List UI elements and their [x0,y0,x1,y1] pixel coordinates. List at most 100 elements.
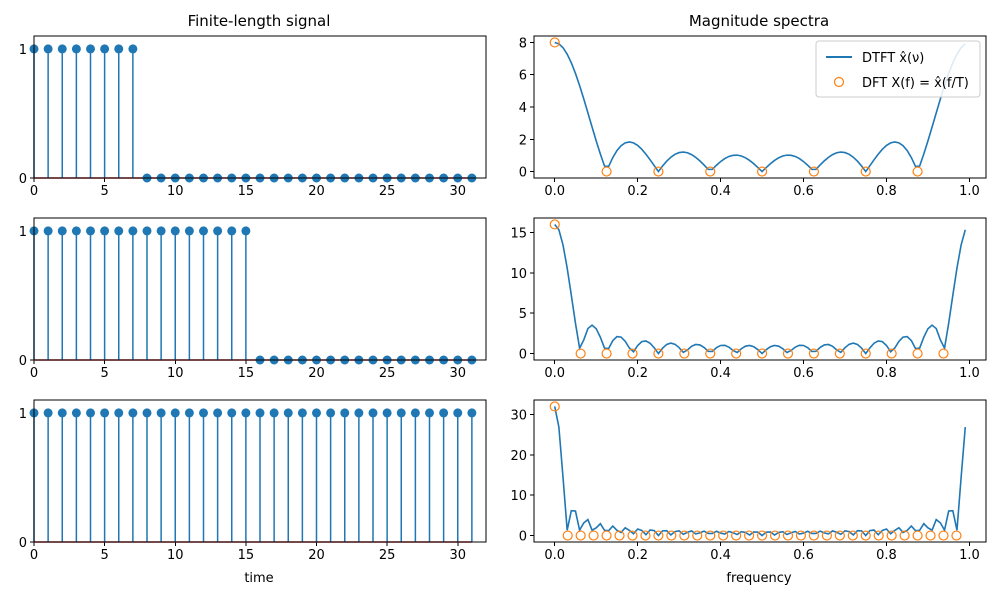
legend-dft-swatch [833,76,845,88]
dft-marker [718,530,729,541]
dft-marker [588,530,599,541]
stem-marker [128,226,138,236]
legend-dtft-label: DTFT x̂(ν) [862,51,924,66]
stem-plot-2: 0 5 10 15 20 25 30 0 1 [19,217,487,381]
stem-marker [43,408,53,418]
dft-marker [860,530,871,541]
dft-marker [679,348,690,359]
dft-marker [795,530,807,541]
dft-marker [860,348,871,359]
stem-1-xtick-label: 10 [167,184,184,199]
spectrum-1-xtick-label: 0.8 [876,184,897,199]
dft-marker [614,530,625,541]
stem-marker [86,408,95,418]
right-column-title: Magnitude spectra [689,12,829,30]
spectrum-1-xtick-label: 0.6 [793,184,814,199]
spectrum-1-ytick-label: 4 [519,101,527,116]
spectrum-2-ytick-label: 15 [510,227,527,242]
spectrum-3-ytick-label: 20 [510,449,527,464]
spectrum-1-xtick-label: 0.4 [710,184,731,199]
dft-marker [653,530,664,541]
stem-marker [86,226,95,236]
spectrum-3-xtick-label: 0.6 [793,548,814,563]
stem-marker [114,226,124,236]
stem-3-ytick-label: 0 [19,536,27,551]
stem-marker [326,408,336,418]
stem-marker [410,408,420,418]
dft-marker [808,348,820,359]
stem-2-xtick-label: 20 [308,366,325,381]
stem-2-xtick-label: 15 [238,366,255,381]
stem-marker [86,44,95,54]
stem-marker [227,226,237,236]
stem-2-xtick-label: 5 [100,366,108,381]
spectrum-2-xtick-label: 0.0 [544,366,565,381]
stem-marker [425,408,434,418]
stem-marker [114,408,124,418]
spectrum-1-xtick-label: 0.0 [544,184,565,199]
spectrum-3-xtick-label: 0.2 [627,548,648,563]
stem-1-frame [33,35,487,179]
dft-marker [601,166,612,177]
spectrum-1-frame [533,35,987,179]
spectrum-2-ytick-label: 5 [519,307,527,322]
dft-marker [731,530,742,541]
dft-marker [756,530,768,541]
legend-box [815,40,981,98]
stem-marker [71,226,81,236]
stem-marker [340,408,350,418]
dft-marker [834,530,845,541]
spectrum-1-ytick-label: 6 [519,69,527,84]
left-column-title: Finite-length signal [188,12,331,30]
stem-3-xtick-label: 25 [379,548,396,563]
stem-marker [100,44,110,54]
stem-marker [213,408,223,418]
dtft-curve [553,406,967,537]
legend: DTFT x̂(ν) DFT X(f) = x̂(f/T) [815,40,981,98]
dft-marker [756,166,768,177]
stem-marker [57,408,67,418]
spectrum-3-ytick-label: 30 [510,409,527,424]
dft-marker [679,530,690,541]
dft-marker [938,348,949,359]
stem-marker [199,226,208,236]
spectrum-2-xtick-label: 0.8 [876,366,897,381]
spectrum-2-xtick-label: 0.6 [793,366,814,381]
stem-2-xtick-label: 10 [167,366,184,381]
dft-marker [575,348,586,359]
spectrum-2-frame [533,217,987,361]
spectrum-3-ytick-label: 10 [510,489,527,504]
spectrum-1-xtick-label: 0.2 [627,184,648,199]
dft-marker [873,530,884,541]
stem-2-xtick-label: 30 [449,366,466,381]
stem-marker [241,226,251,236]
right-x-axis-label: frequency [726,571,792,586]
stem-marker [142,226,152,236]
stem-marker [71,44,81,54]
spectrum-2-xtick-label: 0.4 [710,366,731,381]
dft-marker [951,530,962,541]
stem-3-xtick-label: 15 [238,548,255,563]
dtft-curve [554,223,967,355]
stem-marker [128,408,138,418]
stem-marker [100,226,110,236]
dft-marker [925,530,936,541]
stem-marker [199,408,208,418]
stem-1-xtick-label: 25 [379,184,396,199]
stem-marker [57,226,67,236]
spectrum-plot-2: 0.0 0.2 0.4 0.6 0.8 1.0 0 5 10 15 [510,217,987,381]
stem-marker [213,226,223,236]
stem-marker [128,44,138,54]
stem-marker [57,44,67,54]
dft-marker [562,530,573,541]
dft-marker [653,348,664,359]
dft-marker [821,530,832,541]
spectrum-3-xtick-label: 0.8 [876,548,897,563]
stem-marker [297,408,307,418]
stem-3-xtick-label: 30 [449,548,466,563]
stem-marker [184,226,194,236]
stem-2-xtick-label: 25 [379,366,396,381]
spectrum-1-ytick-label: 2 [519,133,527,148]
